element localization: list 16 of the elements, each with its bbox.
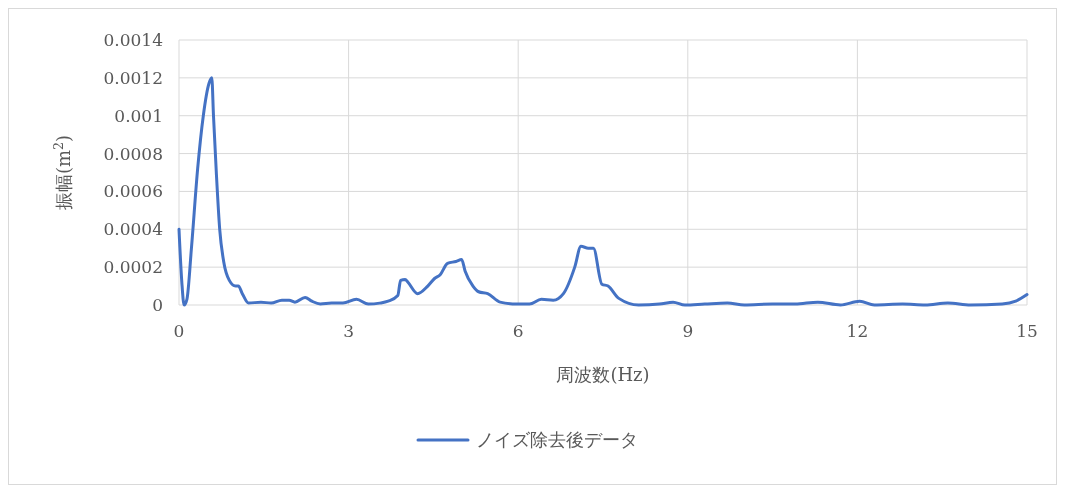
x-axis-title: 周波数(Hz) (556, 364, 650, 385)
x-tick-label: 3 (343, 321, 355, 341)
y-tick-label: 0.0002 (103, 257, 163, 278)
y-tick-label: 0.0014 (103, 29, 163, 50)
y-tick-label: 0.0004 (103, 219, 163, 240)
y-tick-label: 0.001 (114, 105, 163, 126)
y-tick-label: 0 (152, 294, 163, 315)
x-tick-label: 0 (173, 321, 185, 341)
y-tick-label: 0.0006 (103, 181, 163, 202)
y-tick-label: 0.0008 (103, 143, 163, 164)
x-tick-label: 6 (512, 321, 524, 341)
y-tick-label: 0.0012 (103, 67, 163, 88)
x-tick-label: 9 (682, 321, 694, 341)
x-tick-label: 12 (846, 321, 869, 341)
x-tick-label: 15 (1016, 321, 1038, 341)
legend-label: ノイズ除去後データ (476, 429, 638, 451)
